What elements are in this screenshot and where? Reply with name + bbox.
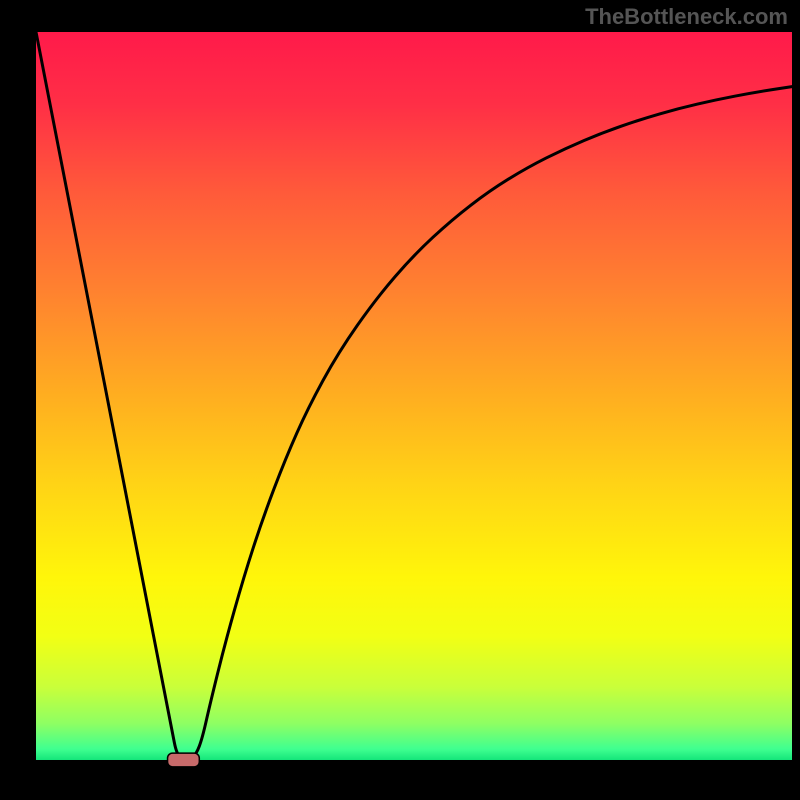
chart-container: { "meta": { "width": 800, "height": 800,… [0,0,800,800]
optimal-marker [168,753,200,767]
watermark-text: TheBottleneck.com [585,4,788,30]
chart-background [36,32,792,760]
bottleneck-chart [0,0,800,800]
